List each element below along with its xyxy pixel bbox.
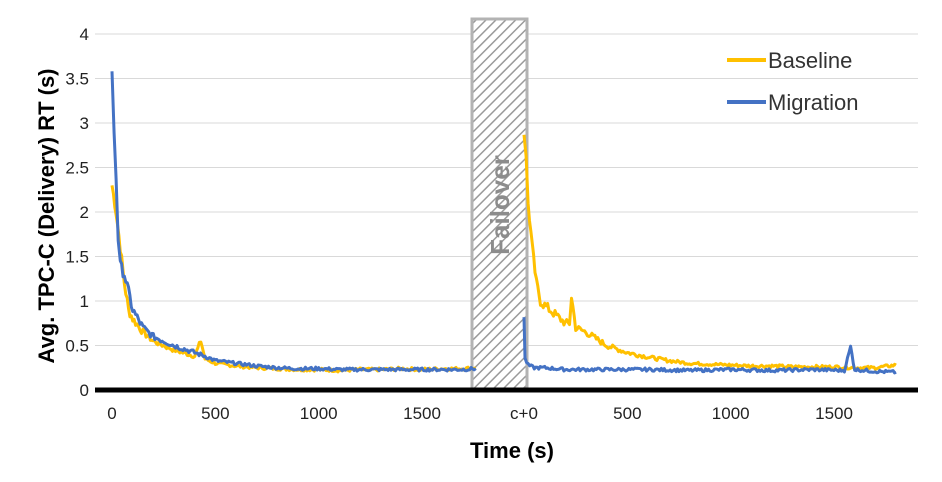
- series-line-migration-after-failover: [522, 317, 897, 375]
- y-tick-label: 0.5: [65, 337, 89, 356]
- x-tick-label: 0: [107, 404, 116, 423]
- failover-label: Failover: [485, 155, 515, 255]
- y-tick-label: 1: [80, 292, 89, 311]
- y-tick-label: 0: [80, 381, 89, 400]
- legend-label-baseline: Baseline: [768, 48, 852, 73]
- failover-region: [470, 17, 529, 392]
- y-tick-label: 3.5: [65, 70, 89, 89]
- y-tick-label: 3: [80, 114, 89, 133]
- y-axis-title: Avg. TPC-C (Delivery) RT (s): [34, 68, 59, 363]
- y-tick-label: 1.5: [65, 248, 89, 267]
- x-tick-label: 1000: [300, 404, 338, 423]
- series-layer: [110, 71, 897, 375]
- legend: Baseline Migration: [727, 48, 858, 115]
- x-tick-label: 1500: [815, 404, 853, 423]
- y-tick-label: 4: [80, 25, 89, 44]
- legend-label-migration: Migration: [768, 90, 858, 115]
- x-axis-ticks: 0 500 1000 1500 c+0 500 1000 1500: [107, 404, 853, 423]
- x-axis-title: Time (s): [470, 438, 554, 463]
- x-tick-label: 500: [613, 404, 641, 423]
- x-tick-label: 1000: [712, 404, 750, 423]
- series-line-migration-before-failover: [110, 71, 477, 373]
- x-tick-label: 500: [201, 404, 229, 423]
- y-tick-label: 2: [80, 203, 89, 222]
- x-tick-label: 1500: [403, 404, 441, 423]
- series-line-baseline-after-failover: [522, 134, 897, 371]
- y-axis-ticks: 0 0.5 1 1.5 2 2.5 3 3.5 4: [65, 25, 89, 400]
- x-tick-label: c+0: [510, 404, 538, 423]
- y-tick-label: 2.5: [65, 159, 89, 178]
